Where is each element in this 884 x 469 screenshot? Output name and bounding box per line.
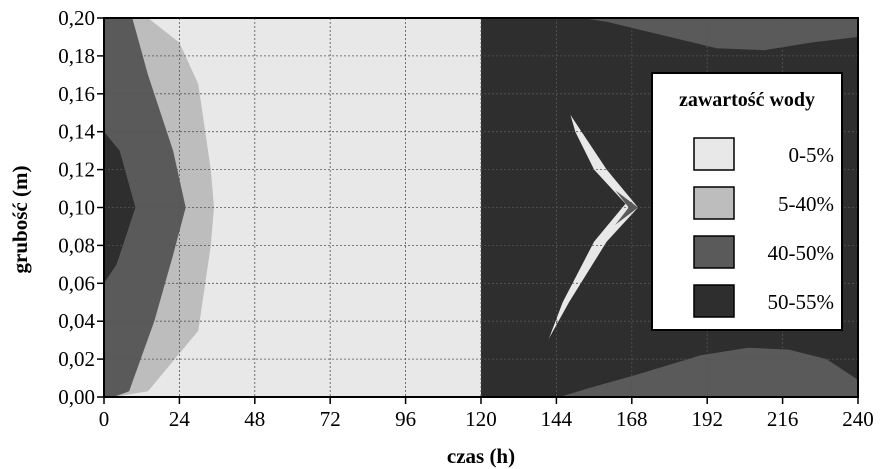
contour-region-40-50% [559,347,858,397]
x-tick-label: 72 [320,407,341,431]
x-tick-label: 48 [244,407,265,431]
legend: zawartość wody 0-5% 5-40% 40-50% 50-55% [651,72,843,331]
contour-region-50-55% [104,131,136,284]
x-tick-label: 96 [395,407,416,431]
y-tick-label: 0,20 [58,6,95,30]
y-tick-label: 0,14 [58,120,95,144]
x-tick-label: 240 [842,407,874,431]
y-axis: 0,00 0,02 0,04 0,06 0,08 0,10 0,12 0,14 0,16 0,18… [58,6,104,409]
legend-swatch [693,137,735,171]
y-tick-label: 0,16 [58,82,95,106]
x-tick-label: 192 [691,407,723,431]
legend-items: 0-5% 5-40% 40-50% 50-55% [693,137,835,318]
y-tick-label: 0,06 [58,271,95,295]
y-tick-label: 0,04 [58,309,95,333]
x-tick-label: 24 [169,407,191,431]
x-axis: 0 24 48 72 96 120 144 168 192 216 240 [99,397,874,431]
legend-box [651,72,843,331]
y-tick-label: 0,00 [58,385,95,409]
y-tick-label: 0,08 [58,233,95,257]
x-tick-label: 216 [767,407,799,431]
contour-region-40-50% [581,18,858,51]
y-axis-title: grubość (m) [8,166,32,274]
legend-label: 5-40% [778,192,834,216]
x-axis-title: czas (h) [447,444,515,468]
legend-swatch [693,186,735,220]
y-tick-label: 0,10 [58,196,95,220]
x-tick-label: 0 [99,407,110,431]
y-tick-label: 0,18 [58,44,95,68]
x-tick-label: 144 [541,407,573,431]
legend-label: 0-5% [789,143,835,167]
legend-title: zawartość wody [679,89,815,111]
legend-swatch [693,284,735,318]
legend-label: 40-50% [768,241,835,265]
legend-label: 50-55% [768,290,835,314]
legend-swatch [693,235,735,269]
y-tick-label: 0,02 [58,347,95,371]
x-tick-label: 168 [616,407,648,431]
x-tick-label: 120 [465,407,497,431]
y-tick-label: 0,12 [58,158,95,182]
